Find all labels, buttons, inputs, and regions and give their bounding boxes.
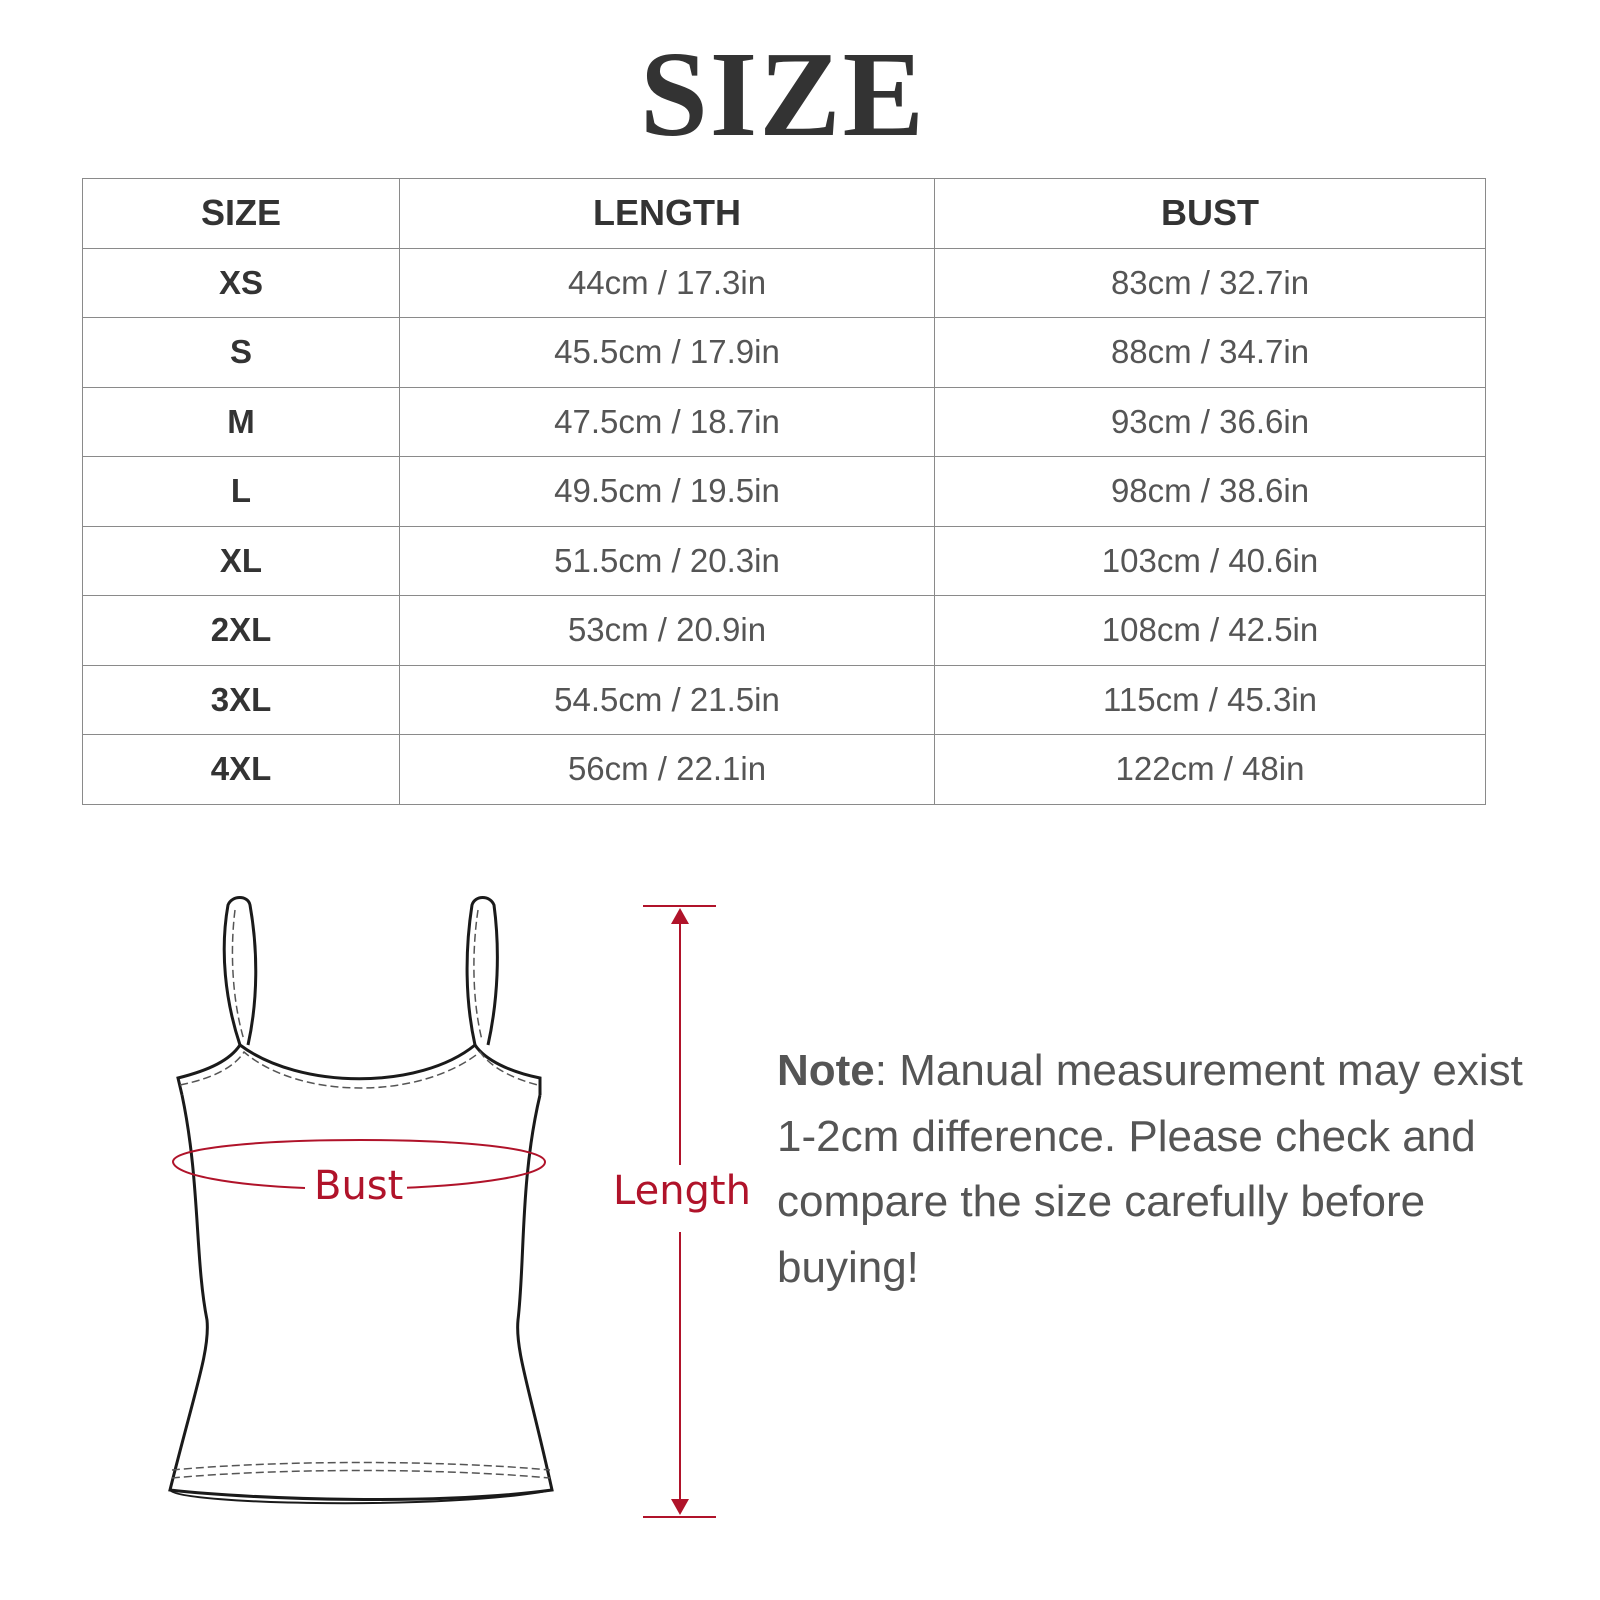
bust-cell: 83cm / 32.7in [934,247,1486,318]
note-body: : Manual measurement may exist 1-2cm dif… [777,1046,1523,1292]
table-row: L 49.5cm / 19.5in 98cm / 38.6in [82,456,1486,527]
arrow-down-icon [671,1499,689,1515]
arrow-up-icon [671,908,689,924]
length-cell: 53cm / 20.9in [399,595,935,666]
size-cell: M [82,386,400,457]
header-bust: BUST [934,178,1486,249]
length-cell: 49.5cm / 19.5in [399,456,935,527]
length-label: Length [613,1168,751,1214]
length-cell: 47.5cm / 18.7in [399,386,935,457]
bust-cell: 98cm / 38.6in [934,456,1486,527]
table-row: 2XL 53cm / 20.9in 108cm / 42.5in [82,595,1486,666]
size-cell: XS [82,247,400,318]
bust-cell: 93cm / 36.6in [934,386,1486,457]
note-label: Note [777,1046,875,1095]
size-cell: L [82,456,400,527]
length-cell: 51.5cm / 20.3in [399,525,935,596]
table-row: XL 51.5cm / 20.3in 103cm / 40.6in [82,525,1486,596]
table-row: S 45.5cm / 17.9in 88cm / 34.7in [82,317,1486,388]
length-cell: 45.5cm / 17.9in [399,317,935,388]
page-title: SIZE [639,27,927,162]
size-cell: 3XL [82,664,400,735]
length-measurement-line [643,905,716,1518]
bust-label: Bust [310,1163,408,1209]
bust-measurement-line [171,1138,547,1189]
table-row: M 47.5cm / 18.7in 93cm / 36.6in [82,386,1486,457]
length-cell: 54.5cm / 21.5in [399,664,935,735]
size-cell: S [82,317,400,388]
bust-cell: 115cm / 45.3in [934,664,1486,735]
length-cell: 56cm / 22.1in [399,734,935,805]
bust-cell: 122cm / 48in [934,734,1486,805]
size-cell: 4XL [82,734,400,805]
length-cell: 44cm / 17.3in [399,247,935,318]
bust-cell: 103cm / 40.6in [934,525,1486,596]
tank-top-illustration [168,896,554,1505]
size-cell: 2XL [82,595,400,666]
header-size: SIZE [82,178,400,249]
table-row: 4XL 56cm / 22.1in 122cm / 48in [82,734,1486,805]
table-row: XS 44cm / 17.3in 83cm / 32.7in [82,247,1486,318]
size-table: SIZE LENGTH BUST XS 44cm / 17.3in 83cm / 3… [82,178,1486,805]
size-cell: XL [82,525,400,596]
note-text: Note: Manual measurement may exist 1-2cm… [777,1038,1537,1300]
stitching [171,909,551,1479]
table-row: 3XL 54.5cm / 21.5in 115cm / 45.3in [82,664,1486,735]
